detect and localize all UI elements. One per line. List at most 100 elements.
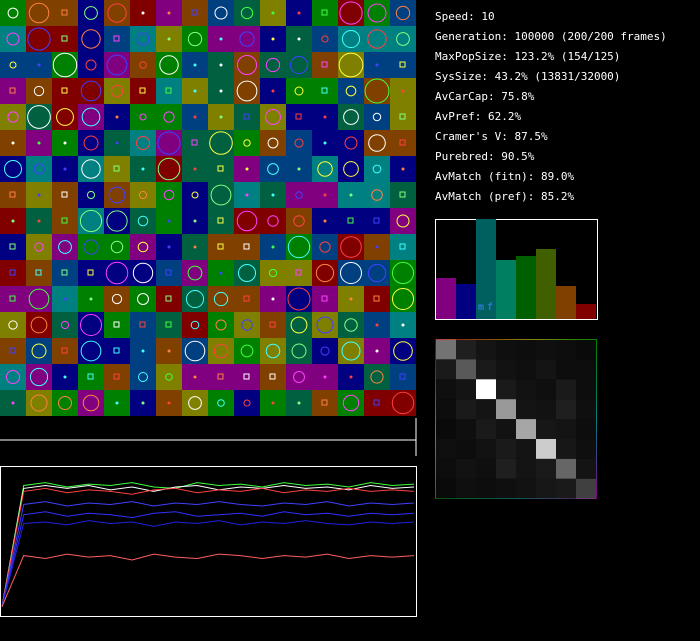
series-line (1, 511, 415, 607)
agent (245, 193, 249, 197)
agent (11, 401, 15, 405)
cell (390, 286, 416, 312)
cell (156, 364, 182, 390)
cell (286, 364, 312, 390)
heatmap-cell (456, 359, 476, 380)
cell (234, 234, 260, 260)
cell (0, 156, 26, 182)
agent (391, 261, 415, 285)
cell (390, 52, 416, 78)
heatmap-cell (536, 458, 556, 479)
agent (399, 113, 406, 120)
cell (182, 390, 208, 416)
agent (349, 375, 353, 379)
cell (52, 182, 78, 208)
cell (234, 26, 260, 52)
heatmap-cell (476, 419, 496, 439)
agent (28, 288, 50, 310)
agent (367, 29, 387, 49)
cell (156, 312, 182, 338)
agent (271, 37, 275, 41)
histogram-bar (496, 260, 516, 319)
agent (245, 167, 249, 171)
heatmap-cell (456, 439, 476, 459)
cell (78, 156, 104, 182)
agent (344, 136, 358, 150)
heatmap-cell (516, 439, 536, 459)
agent (33, 85, 45, 97)
agent (323, 115, 327, 119)
agent (191, 9, 198, 16)
agent (214, 6, 228, 20)
cell (234, 0, 260, 26)
agent (375, 245, 379, 249)
agent (110, 84, 124, 98)
agent (240, 6, 254, 20)
cell (182, 286, 208, 312)
agent (138, 190, 148, 200)
agent (141, 401, 145, 405)
cell (130, 104, 156, 130)
cell (364, 104, 390, 130)
cell (312, 312, 338, 338)
agent (345, 85, 357, 97)
agent (27, 105, 51, 129)
heatmap-cell (556, 478, 576, 499)
agent (137, 241, 149, 253)
cell (390, 182, 416, 208)
cell (234, 78, 260, 104)
cell (156, 52, 182, 78)
agent (9, 243, 16, 250)
cell (208, 130, 234, 156)
agent (58, 396, 72, 410)
heatmap-cell (556, 439, 576, 459)
agent (237, 263, 257, 283)
agent (113, 321, 120, 328)
agent (269, 373, 276, 380)
agent (30, 316, 48, 334)
cell (208, 338, 234, 364)
histogram-bar (456, 284, 476, 319)
agent (401, 167, 405, 171)
cell (286, 130, 312, 156)
agent (219, 115, 223, 119)
agent (11, 141, 15, 145)
cell (208, 0, 234, 26)
agent (271, 297, 275, 301)
agent (297, 167, 301, 171)
series-line (1, 520, 415, 607)
stat-line: MaxPopSize: 123.2% (154/125) (435, 50, 620, 63)
cell (0, 26, 26, 52)
cell (338, 208, 364, 234)
series-line (1, 501, 415, 607)
agent (219, 89, 223, 93)
cell (130, 208, 156, 234)
series-line (1, 482, 415, 607)
cell (312, 0, 338, 26)
agent (33, 163, 45, 175)
cell (364, 156, 390, 182)
cell (286, 52, 312, 78)
cell (104, 208, 130, 234)
agent (63, 375, 67, 379)
cell (26, 104, 52, 130)
agent (243, 295, 250, 302)
cell (130, 234, 156, 260)
agent (297, 11, 301, 15)
agent (297, 37, 301, 41)
agent (219, 37, 223, 41)
stat-line: AvCarCap: 75.8% (435, 90, 535, 103)
cell (234, 286, 260, 312)
agent (58, 240, 72, 254)
heatmap-cell (536, 339, 556, 360)
cell (0, 286, 26, 312)
agent (320, 346, 330, 356)
cell (78, 390, 104, 416)
heatmap-cell (436, 419, 456, 439)
cell (0, 78, 26, 104)
heatmap-cell (496, 339, 516, 360)
series-line (1, 484, 415, 607)
agent (217, 243, 224, 250)
stat-line: AvPref: 62.2% (435, 110, 521, 123)
agent (157, 131, 181, 155)
